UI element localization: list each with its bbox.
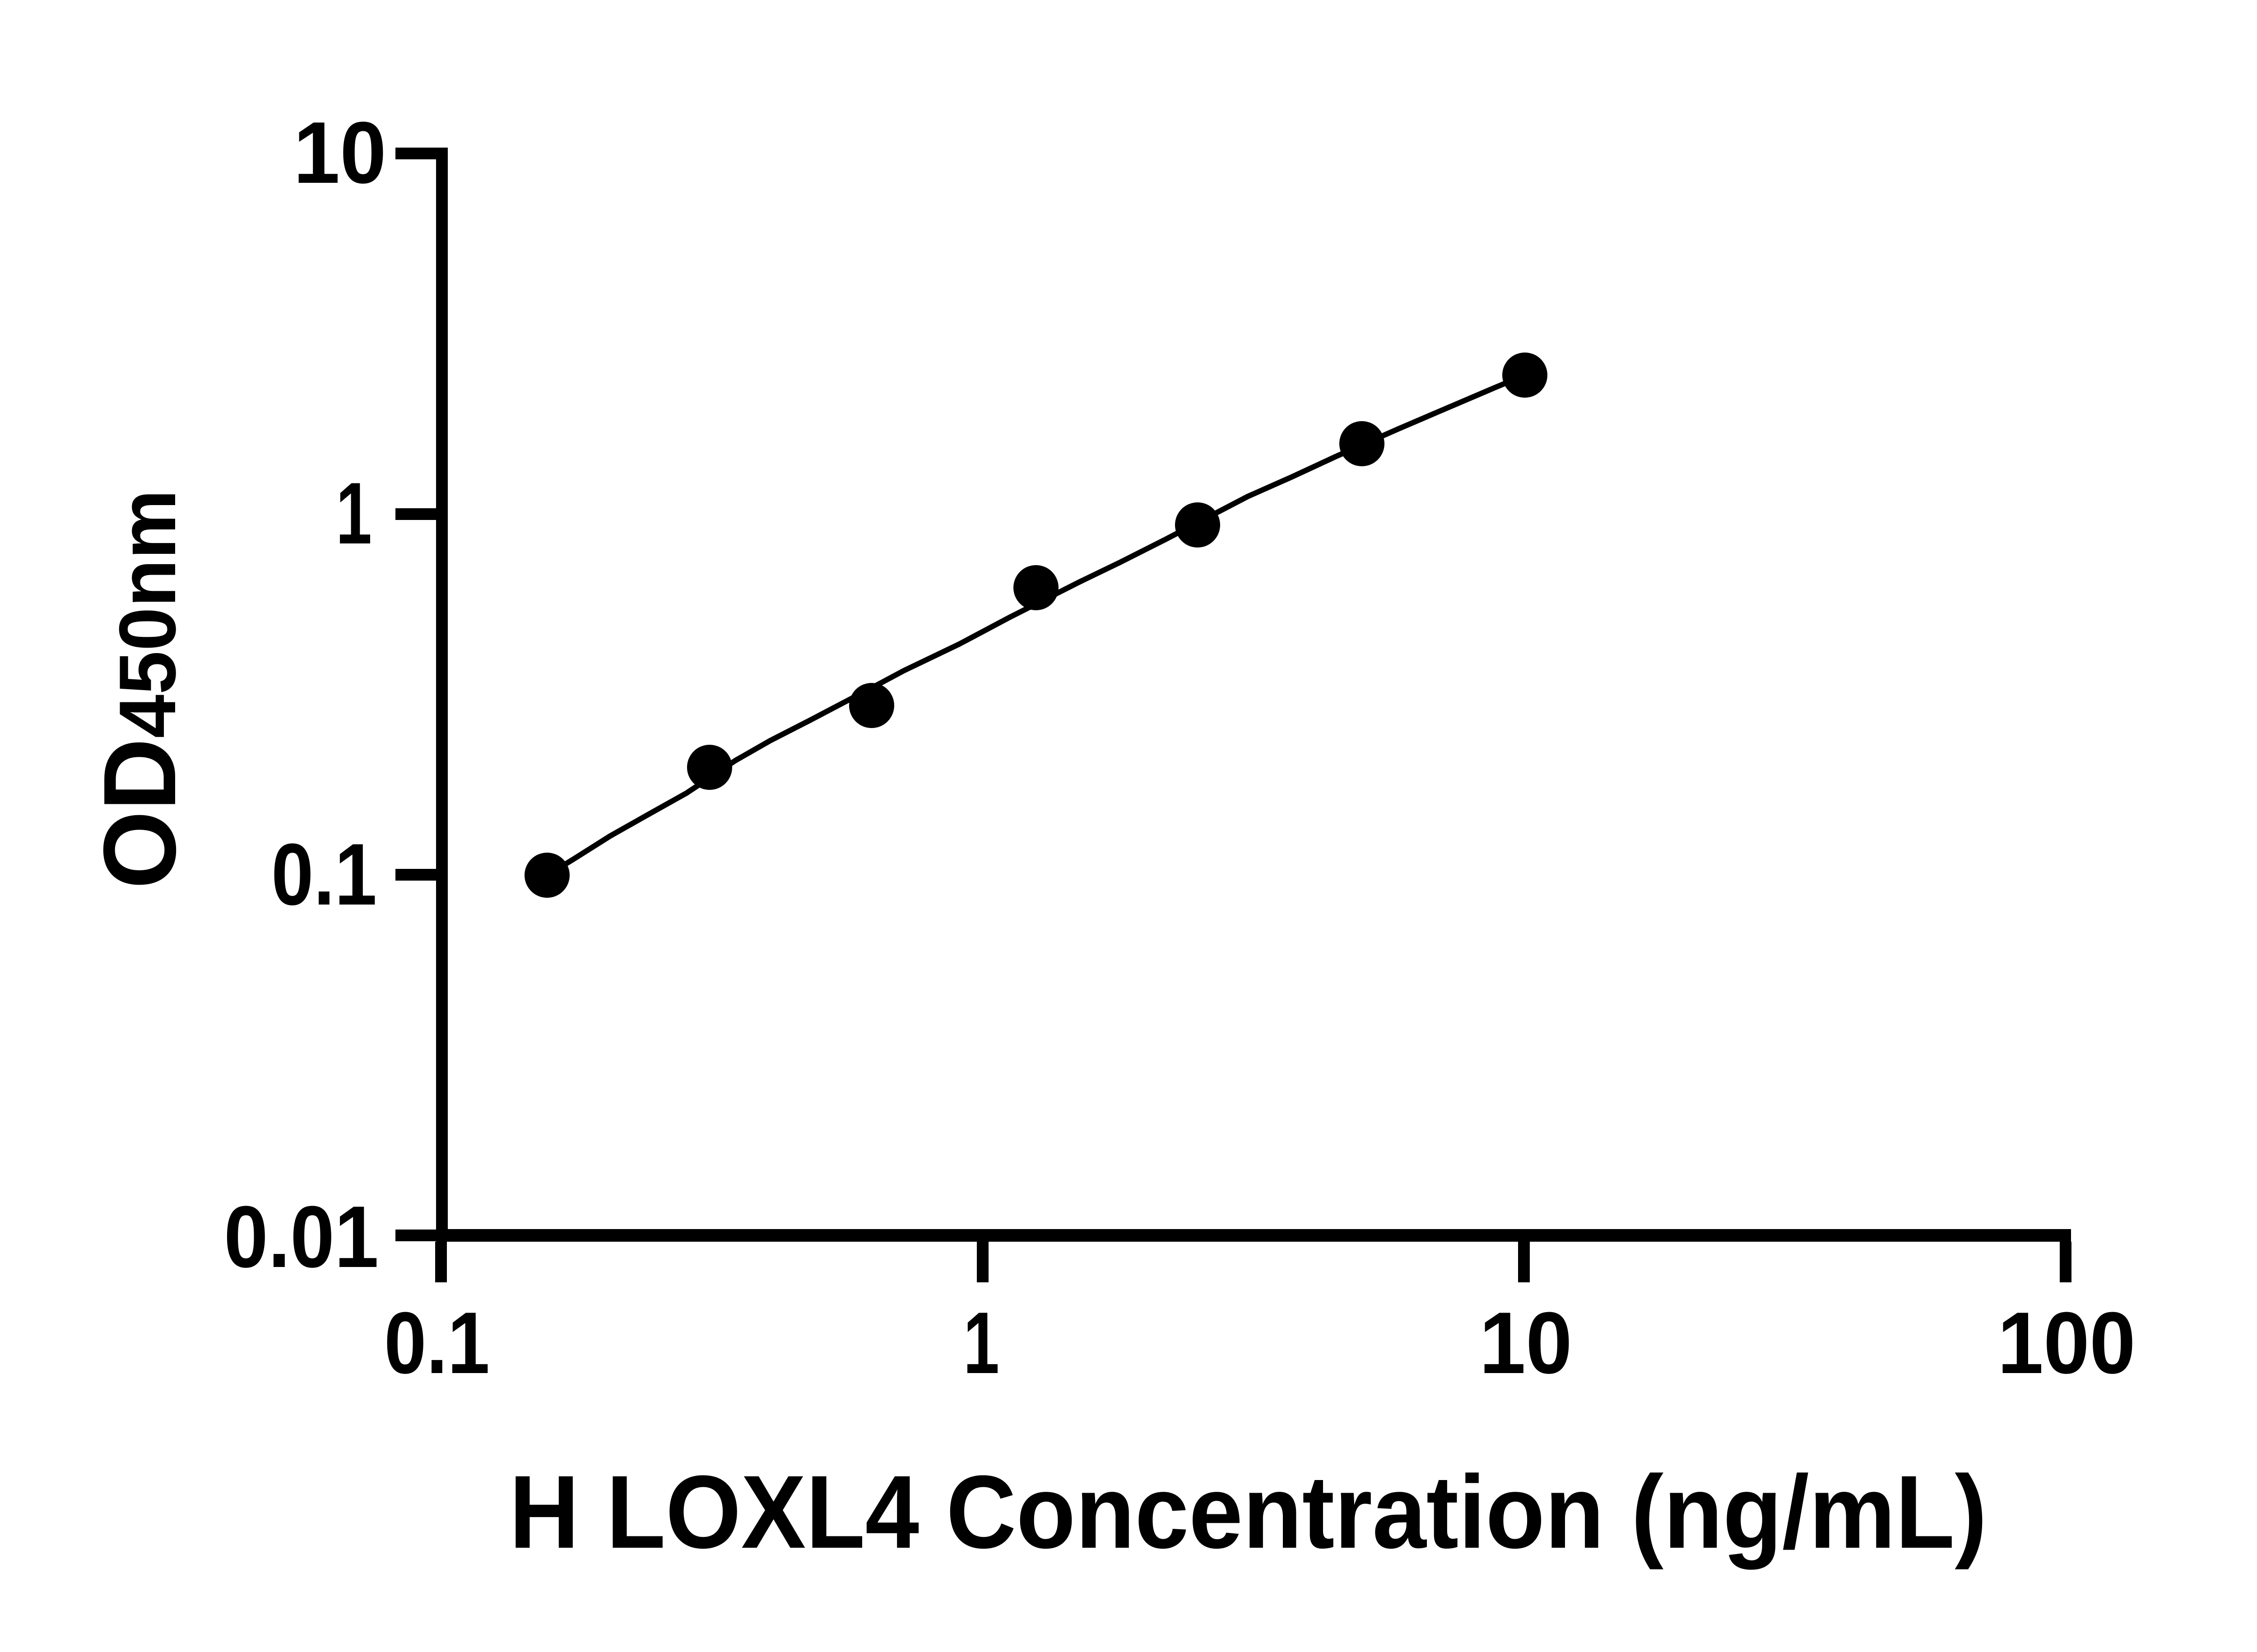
svg-text:0.1: 0.1 [384,1294,490,1392]
svg-text:100: 100 [1997,1294,2136,1392]
svg-text:10: 10 [1479,1294,1572,1392]
svg-text:1: 1 [336,464,372,562]
svg-text:10: 10 [293,104,386,202]
svg-text:OD450nm: OD450nm [83,490,197,889]
svg-text:0.1: 0.1 [271,826,377,923]
svg-text:H LOXL4 Concentration (ng/mL): H LOXL4 Concentration (ng/mL) [509,1454,1987,1570]
svg-text:0.01: 0.01 [224,1188,379,1286]
svg-text:1: 1 [963,1294,999,1392]
